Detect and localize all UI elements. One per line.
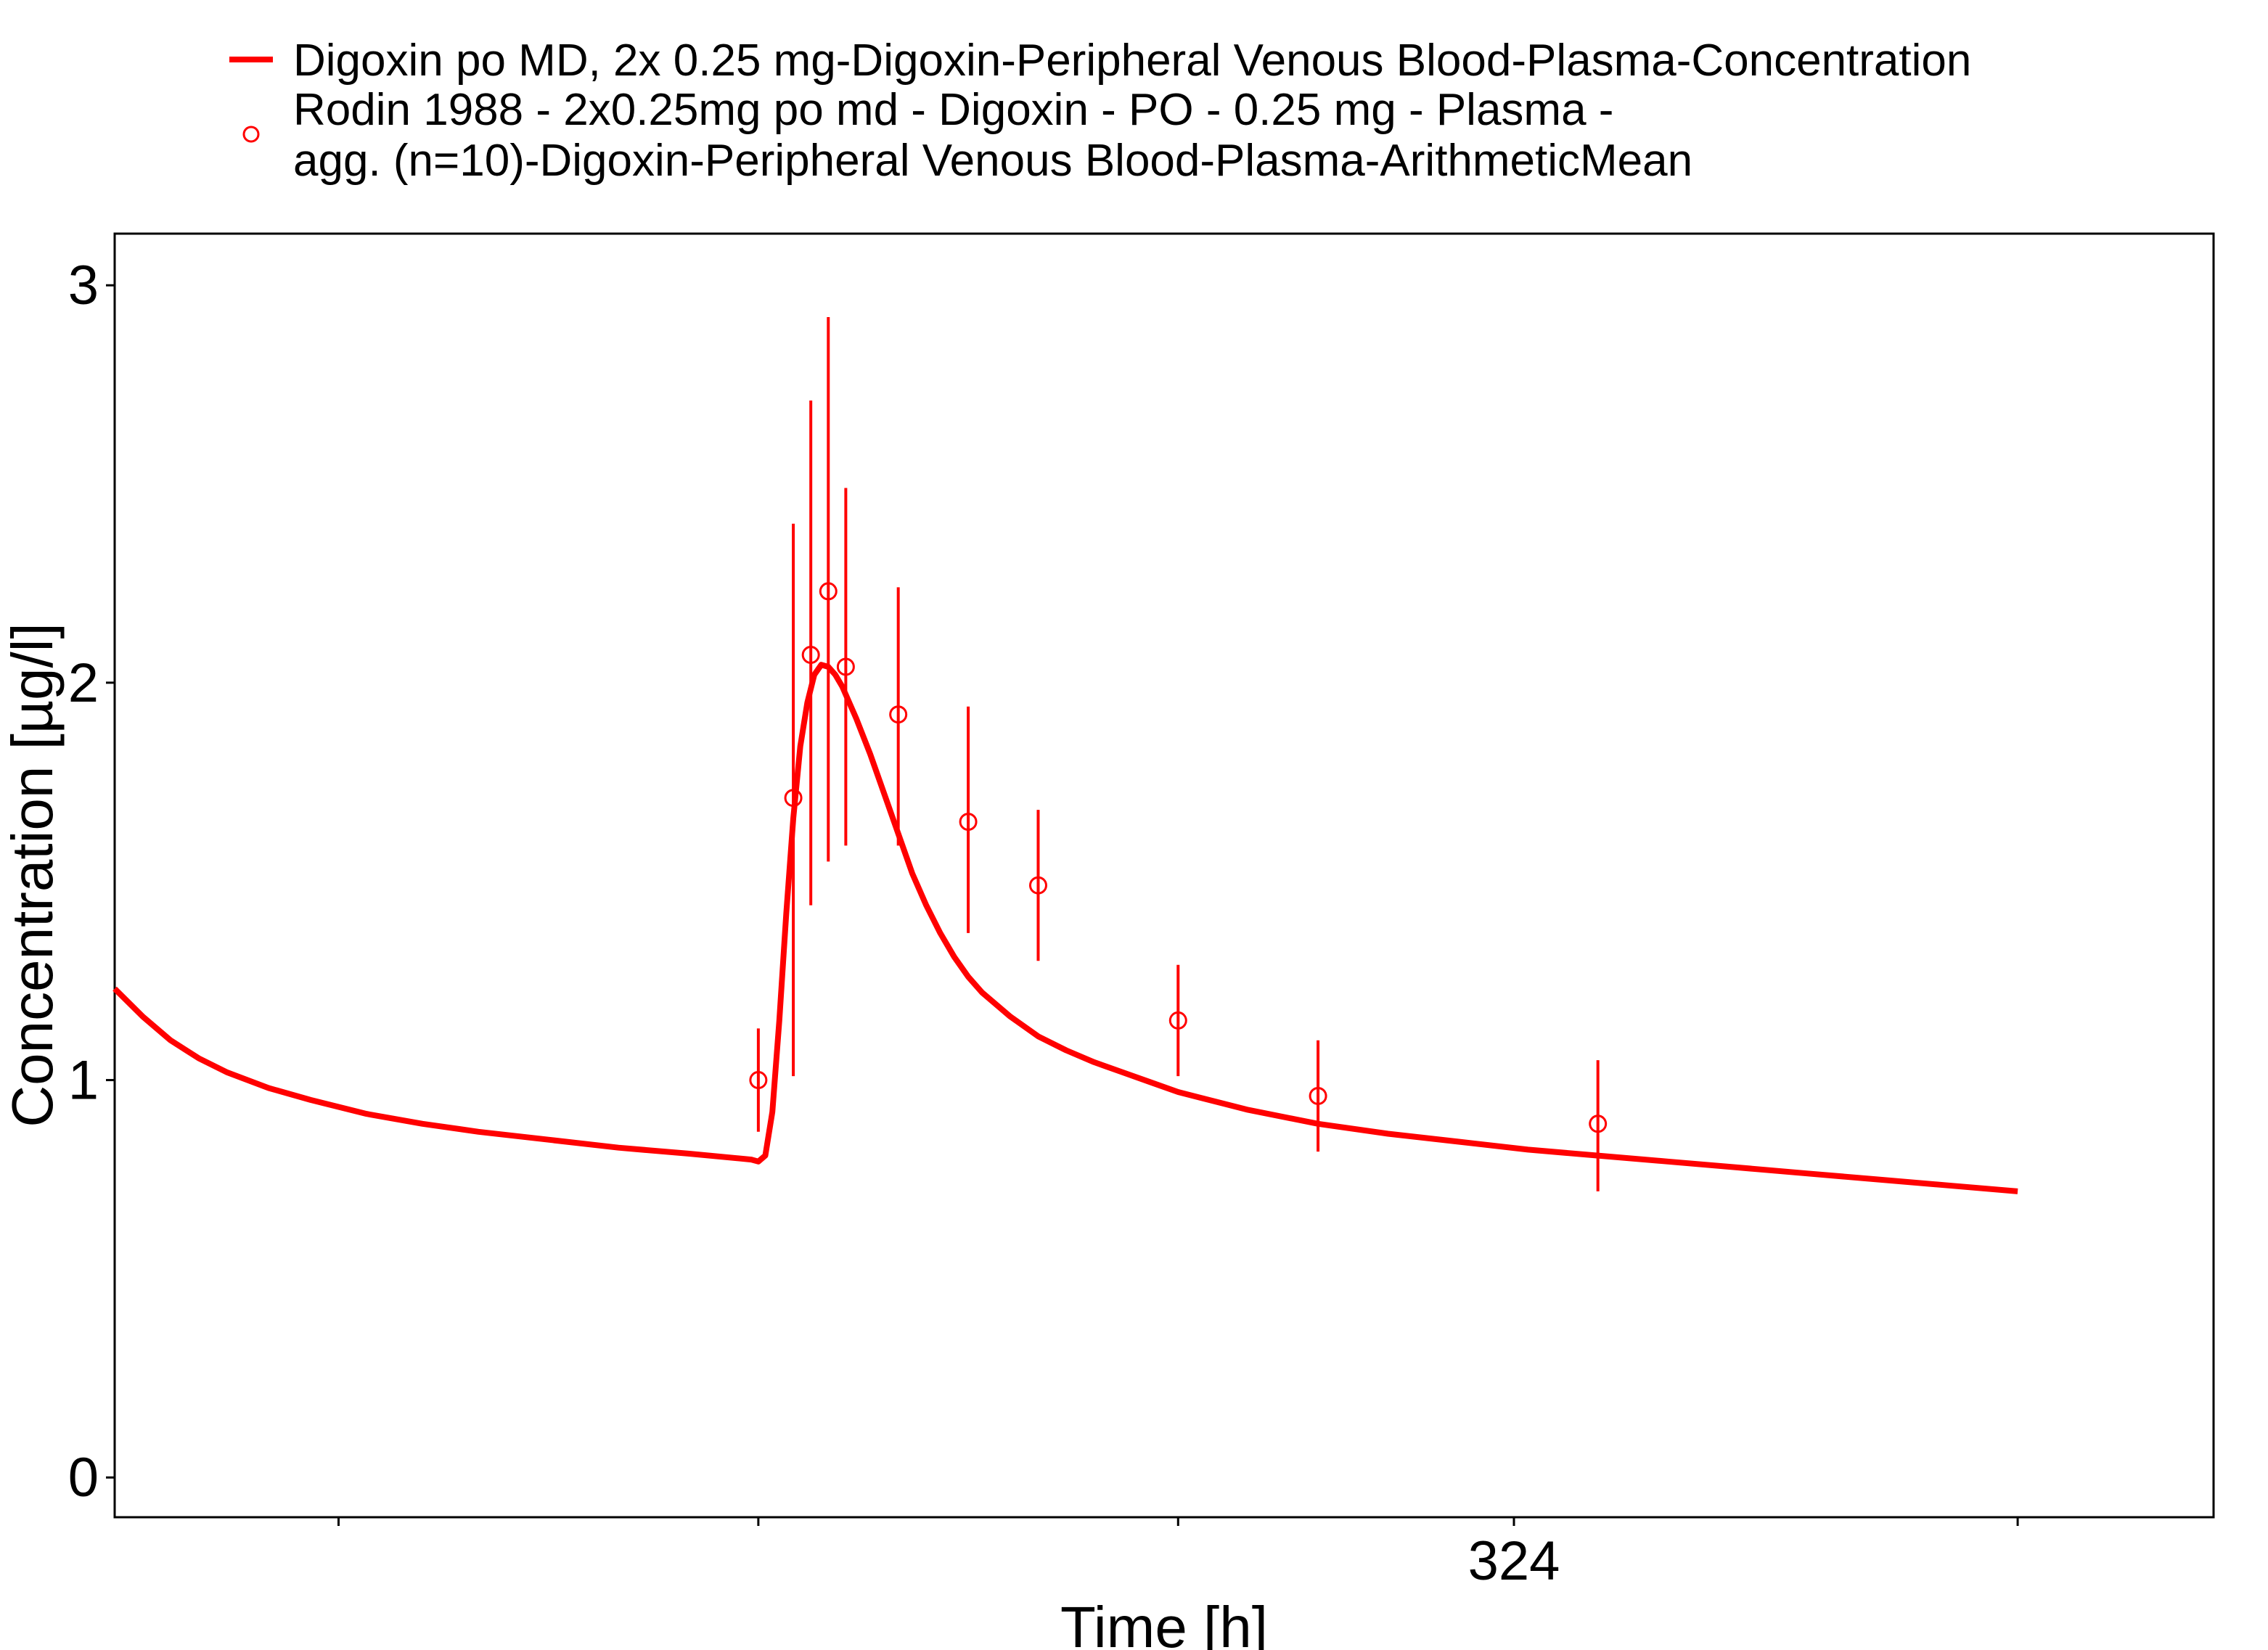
- observed-data-point: [1168, 1011, 1187, 1030]
- observed-data-point: [801, 646, 820, 665]
- legend-line-label: Digoxin po MD, 2x 0.25 mg-Digoxin-Periph…: [293, 36, 1971, 86]
- y-axis-ticks: 0 1 2 3: [68, 255, 115, 1509]
- y-tick-label: 2: [68, 652, 99, 714]
- plot-panel: [113, 232, 2215, 1519]
- observed-data-point: [836, 657, 855, 676]
- legend: Digoxin po MD, 2x 0.25 mg-Digoxin-Periph…: [229, 36, 1971, 186]
- x-axis-ticks: 324: [337, 1517, 2019, 1592]
- observed-data-point: [889, 705, 908, 724]
- observed-data-point: [819, 582, 838, 601]
- y-tick-label: 1: [68, 1050, 99, 1112]
- x-tick-label: 324: [1468, 1530, 1560, 1592]
- observed-data-point: [784, 789, 803, 808]
- y-axis-title: Concentration [µg/l]: [0, 623, 65, 1127]
- observed-data-point: [1589, 1115, 1608, 1133]
- series-layer: [112, 317, 2018, 1194]
- legend-points-label-line2: agg. (n=10)-Digoxin-Peripheral Venous Bl…: [293, 136, 1692, 186]
- y-tick-label: 3: [68, 255, 99, 316]
- legend-points-label-line1: Rodin 1988 - 2x0.25mg po md - Digoxin - …: [293, 85, 1613, 135]
- simulated-concentration-line: [112, 662, 2018, 1194]
- observed-data-point: [1309, 1086, 1327, 1105]
- x-axis-title: Time [h]: [1060, 1595, 1268, 1650]
- legend-point-swatch: [242, 126, 260, 143]
- observed-data-point: [1028, 876, 1047, 895]
- observed-data-point: [959, 813, 978, 832]
- observed-data-point: [749, 1071, 768, 1090]
- y-tick-label: 0: [68, 1447, 99, 1509]
